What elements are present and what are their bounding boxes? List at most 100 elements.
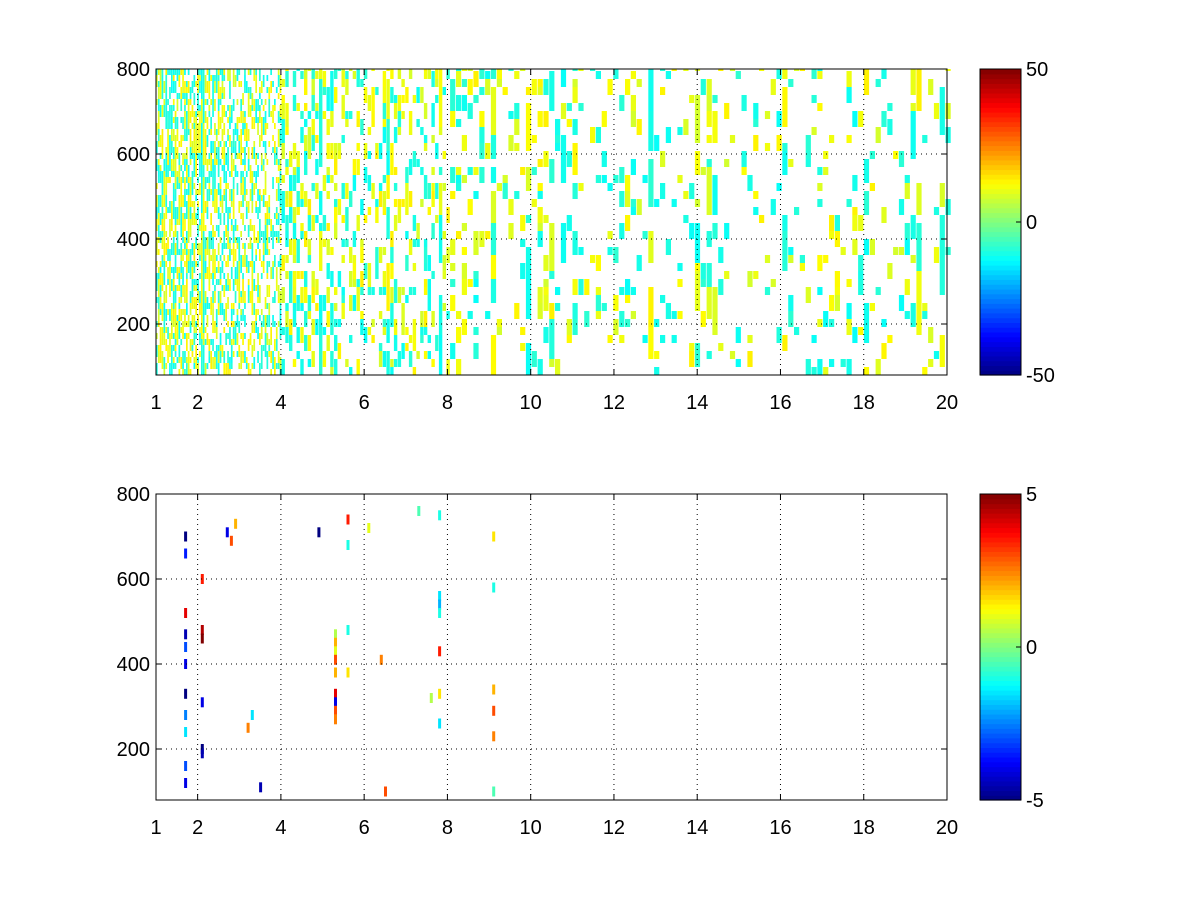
colorbar-swatch (980, 603, 1021, 610)
heatmap-cell (386, 151, 390, 175)
heatmap-cell (214, 363, 216, 369)
heatmap-cell (165, 123, 168, 129)
heatmap-cell (176, 243, 179, 255)
heatmap-cell (156, 159, 158, 171)
heatmap-cell (292, 143, 297, 159)
heatmap-cell (204, 87, 207, 93)
x-tick-label: 14 (686, 817, 708, 839)
heatmap-cell (259, 195, 261, 201)
colorbar-swatch (980, 327, 1021, 333)
heatmap-cell (277, 213, 280, 225)
heatmap-cell (642, 175, 648, 183)
heatmap-cell (186, 345, 188, 351)
heatmap-cell (266, 285, 269, 297)
heatmap-cell (595, 287, 601, 295)
y-tick-label: 200 (117, 314, 150, 336)
heatmap-cell (405, 231, 409, 239)
heatmap-cell (356, 303, 360, 311)
heatmap-cell (537, 287, 543, 303)
heatmap-cell (230, 219, 233, 225)
heatmap-cell (159, 93, 162, 99)
heatmap-cell (268, 99, 271, 111)
heatmap-cell (788, 311, 794, 327)
heatmap-cell (875, 127, 881, 143)
heatmap-cell (174, 267, 177, 273)
heatmap-cell (199, 255, 201, 261)
heatmap-cell (219, 87, 222, 99)
heatmap-cell (397, 111, 402, 127)
heatmap-cell (171, 249, 173, 255)
heatmap-cell (307, 239, 312, 255)
heatmap-cell (184, 93, 186, 99)
heatmap-cell (266, 213, 269, 219)
heatmap-cell (208, 93, 211, 99)
colorbar-swatch (980, 728, 1021, 734)
heatmap-cell (277, 261, 280, 267)
heatmap-cell (706, 231, 712, 247)
colorbar-swatch (980, 236, 1021, 242)
heatmap-cell (174, 177, 177, 189)
heatmap-cell (167, 351, 169, 357)
heatmap-cell (174, 339, 177, 345)
heatmap-cell (253, 183, 256, 195)
heatmap-cell (249, 261, 252, 267)
colorbar-swatch (980, 355, 1021, 362)
heatmap-cell (654, 135, 660, 151)
heatmap-cell (289, 279, 293, 295)
heatmap-cell (277, 285, 280, 297)
heatmap-cell (178, 69, 181, 75)
heatmap-cell (461, 135, 467, 151)
heatmap-cell (630, 287, 636, 295)
heatmap-cell (225, 153, 227, 165)
heatmap-cell (219, 303, 222, 315)
heatmap-cell (450, 263, 456, 271)
heatmap-cell (174, 255, 177, 267)
heatmap-cell (208, 129, 211, 135)
heatmap-cell (420, 327, 424, 335)
heatmap-cell (223, 165, 226, 171)
heatmap-cell (356, 143, 360, 151)
heatmap-cell (234, 237, 237, 243)
heatmap-cell (393, 279, 398, 287)
heatmap-cell (346, 667, 350, 678)
heatmap-cell (199, 123, 201, 135)
heatmap-cell (438, 127, 443, 135)
heatmap-cell (334, 629, 337, 640)
heatmap-cell (315, 103, 319, 111)
heatmap-cell (247, 285, 250, 291)
heatmap-cell (260, 273, 263, 279)
heatmap-cell (520, 263, 526, 279)
heatmap-cell (184, 315, 186, 327)
colorbar: 500-50 (979, 59, 1055, 387)
heatmap-cell (215, 357, 218, 369)
heatmap-cell (322, 327, 327, 335)
heatmap-cell (230, 153, 233, 159)
heatmap-cell (219, 189, 222, 201)
colorbar-swatch (980, 494, 1021, 500)
heatmap-cell (255, 249, 257, 255)
heatmap-cell (435, 183, 439, 199)
heatmap-cell (260, 261, 263, 267)
heatmap-cell (172, 159, 175, 171)
heatmap-cell (311, 95, 315, 111)
heatmap-cell (595, 311, 601, 319)
colorbar-swatch (980, 279, 1021, 285)
heatmap-cell (246, 722, 250, 733)
heatmap-cell (174, 81, 177, 93)
heatmap-cell (922, 367, 928, 375)
heatmap-cell (613, 175, 619, 183)
heatmap-cell (165, 261, 168, 267)
heatmap-cell (264, 153, 267, 159)
x-tick-label: 2 (192, 392, 203, 414)
heatmap-cell (172, 195, 175, 207)
heatmap-cell (386, 263, 390, 311)
heatmap-cell (172, 303, 175, 309)
heatmap-cell (904, 175, 910, 183)
heatmap-cell (613, 247, 619, 263)
heatmap-cell (255, 237, 257, 243)
heatmap-cell (195, 219, 197, 225)
heatmap-cell (660, 69, 666, 71)
heatmap-cell (210, 153, 212, 165)
heatmap-cell (217, 243, 220, 255)
x-tick-label: 6 (359, 817, 370, 839)
